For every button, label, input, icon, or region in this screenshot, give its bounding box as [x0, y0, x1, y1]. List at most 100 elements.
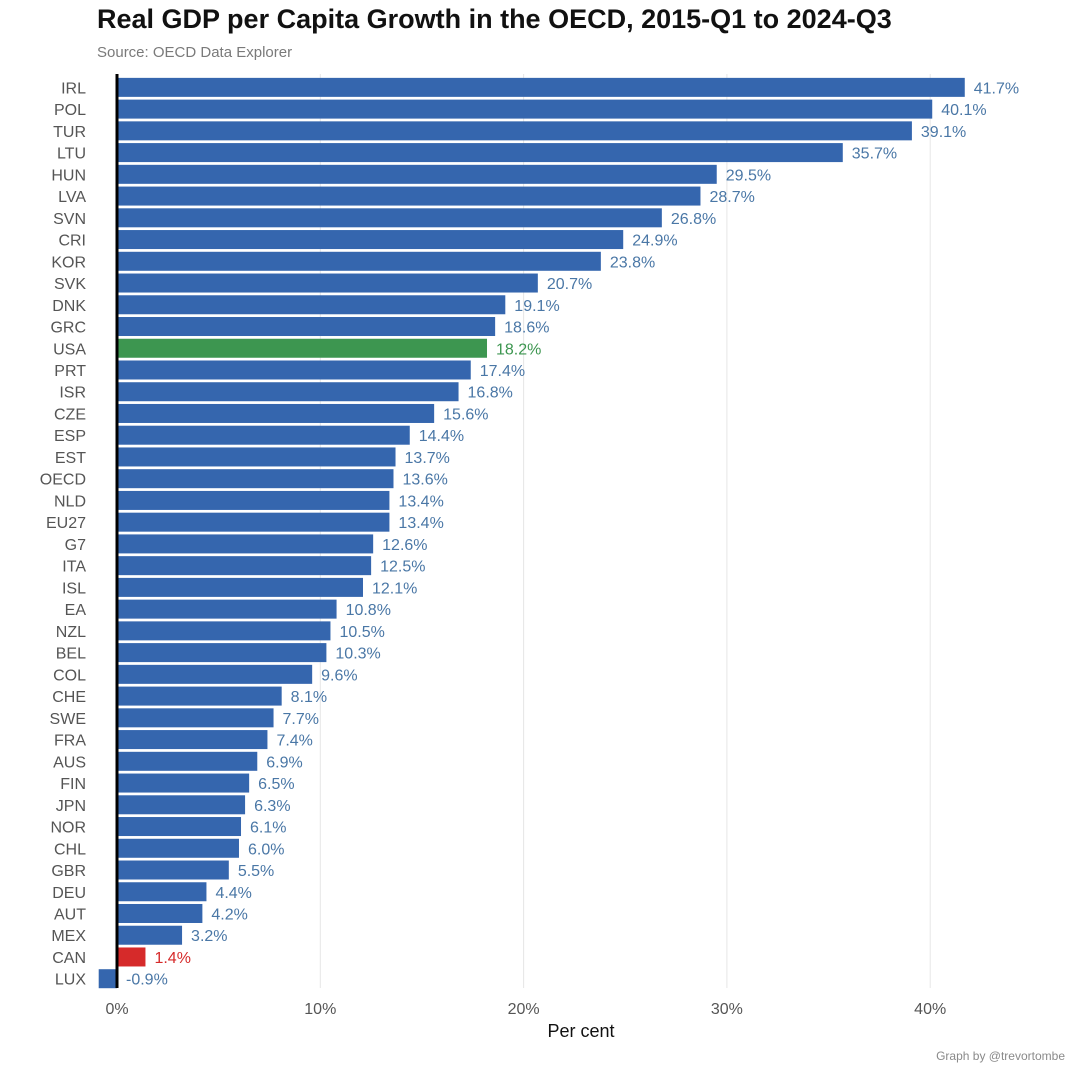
chart-title: Real GDP per Capita Growth in the OECD, … — [97, 4, 892, 34]
bar — [117, 295, 506, 315]
bar — [117, 621, 331, 641]
bar — [117, 99, 933, 119]
category-label: AUS — [53, 754, 86, 771]
value-label: 5.5% — [238, 863, 274, 880]
bar — [117, 382, 459, 402]
value-label: 13.4% — [398, 493, 443, 510]
category-label: DEU — [52, 885, 86, 902]
bar — [98, 969, 117, 989]
x-axis-title: Per cent — [547, 1021, 614, 1041]
category-label: DNK — [52, 298, 86, 315]
category-label: EST — [55, 450, 86, 467]
value-label: 29.5% — [726, 167, 771, 184]
value-label: 6.3% — [254, 798, 290, 815]
category-label: KOR — [51, 254, 86, 271]
category-label: PRT — [54, 363, 86, 380]
value-label: 18.6% — [504, 320, 549, 337]
value-label: 15.6% — [443, 406, 488, 423]
category-label: CHE — [52, 689, 86, 706]
category-label: POL — [54, 102, 86, 119]
value-label: 13.6% — [402, 472, 447, 489]
category-label: FRA — [54, 733, 86, 750]
value-label: 12.1% — [372, 580, 417, 597]
bar — [117, 817, 242, 837]
bar — [117, 317, 496, 337]
bar — [117, 121, 912, 141]
value-label: 10.3% — [335, 646, 380, 663]
category-label: MEX — [51, 928, 86, 945]
value-label: 18.2% — [496, 341, 541, 358]
value-label: 14.4% — [419, 428, 464, 445]
bar — [117, 577, 363, 597]
category-label: JPN — [56, 798, 86, 815]
category-label: AUT — [54, 906, 86, 923]
value-label: 35.7% — [852, 146, 897, 163]
value-label: 41.7% — [974, 80, 1019, 97]
category-label: CAN — [52, 950, 86, 967]
category-label: CRI — [58, 233, 86, 250]
category-label: G7 — [65, 537, 86, 554]
bar — [117, 664, 313, 684]
bar — [117, 403, 435, 423]
category-label: FIN — [60, 776, 86, 793]
category-label: OECD — [40, 472, 86, 489]
category-label: ESP — [54, 428, 86, 445]
bar — [117, 425, 410, 445]
value-label: 24.9% — [632, 233, 677, 250]
x-tick-label: 40% — [914, 1001, 946, 1018]
bar — [117, 208, 662, 228]
category-label: EA — [65, 602, 87, 619]
value-label: 20.7% — [547, 276, 592, 293]
category-label: SVK — [54, 276, 86, 293]
value-label: 1.4% — [154, 950, 190, 967]
value-label: 4.2% — [211, 906, 247, 923]
bar — [117, 838, 239, 858]
value-label: 7.7% — [283, 711, 319, 728]
category-label: ISR — [59, 385, 86, 402]
bar — [117, 925, 183, 945]
bar — [117, 447, 396, 467]
category-label: CZE — [54, 406, 86, 423]
value-label: 40.1% — [941, 102, 986, 119]
category-label: LVA — [58, 189, 86, 206]
value-label: 8.1% — [291, 689, 327, 706]
bar — [117, 360, 471, 380]
bar — [117, 751, 258, 771]
value-label: 7.4% — [276, 733, 312, 750]
value-label: 17.4% — [480, 363, 525, 380]
value-label: 13.4% — [398, 515, 443, 532]
value-label: 10.5% — [339, 624, 384, 641]
value-label: 23.8% — [610, 254, 655, 271]
bar — [117, 251, 601, 271]
bar — [117, 338, 488, 358]
bar — [117, 795, 246, 815]
bar — [117, 143, 843, 163]
value-label: 3.2% — [191, 928, 227, 945]
category-label: ISL — [62, 580, 86, 597]
bar — [117, 469, 394, 489]
category-label: ITA — [62, 559, 86, 576]
category-label: HUN — [51, 167, 86, 184]
value-label: 39.1% — [921, 124, 966, 141]
bar — [117, 164, 717, 184]
bar — [117, 556, 372, 576]
bar — [117, 512, 390, 532]
value-label: 6.9% — [266, 754, 302, 771]
bar — [117, 686, 282, 706]
category-label: COL — [53, 667, 86, 684]
category-label: NOR — [50, 820, 86, 837]
chart-subtitle: Source: OECD Data Explorer — [97, 44, 293, 61]
value-label: 13.7% — [405, 450, 450, 467]
category-label: GRC — [50, 320, 86, 337]
category-label: USA — [53, 341, 86, 358]
x-tick-label: 20% — [508, 1001, 540, 1018]
value-label: 10.8% — [346, 602, 391, 619]
bar — [117, 947, 146, 967]
category-label: NZL — [56, 624, 86, 641]
bar — [117, 186, 701, 206]
category-label: CHL — [54, 841, 86, 858]
bar — [117, 773, 250, 793]
category-label: SVN — [53, 211, 86, 228]
x-tick-label: 0% — [105, 1001, 128, 1018]
category-label: NLD — [54, 493, 86, 510]
